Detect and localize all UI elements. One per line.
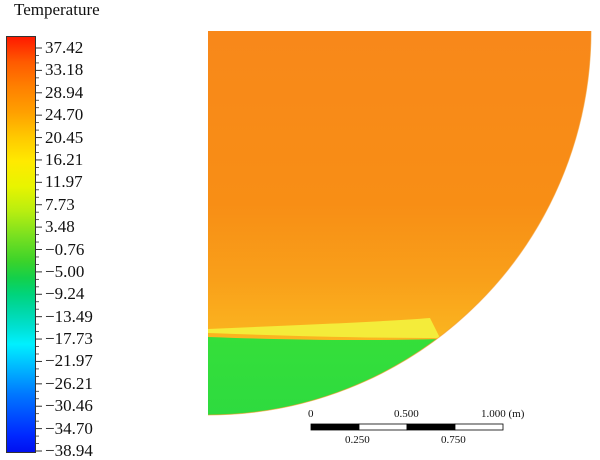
cool-region <box>208 337 591 415</box>
scale-label-0-500: 0.500 <box>394 408 419 420</box>
scale-label-1-000: 1.000 (m) <box>481 408 525 420</box>
legend-label: 33.18 <box>45 60 84 80</box>
legend-label: −0.76 <box>45 239 85 259</box>
legend-label: −34.70 <box>45 418 93 438</box>
legend-label: −21.97 <box>45 351 93 371</box>
interface-band <box>208 318 440 338</box>
legend-label: −38.94 <box>45 441 93 460</box>
scale-label-0: 0 <box>308 408 314 420</box>
legend-label: −9.24 <box>45 284 85 304</box>
legend-label: 37.42 <box>45 38 84 57</box>
legend-label: 24.70 <box>45 105 84 125</box>
legend-label: −5.00 <box>45 261 85 281</box>
legend-label: 28.94 <box>45 82 84 102</box>
legend-title: Temperature <box>14 0 100 19</box>
scale-label-0-250: 0.250 <box>345 434 370 446</box>
legend-label: −30.46 <box>45 396 93 416</box>
legend-label: 3.48 <box>45 217 75 237</box>
legend-label: 7.73 <box>45 194 75 214</box>
scale-label-0-750: 0.750 <box>441 434 466 446</box>
legend-label: 16.21 <box>45 149 84 169</box>
scale-bar <box>310 423 504 431</box>
legend-label: 20.45 <box>45 127 84 147</box>
legend-label: −17.73 <box>45 329 93 349</box>
legend-color-bar <box>6 36 36 453</box>
legend-label: −26.21 <box>45 373 93 393</box>
temperature-field <box>208 31 591 415</box>
legend-label: −13.49 <box>45 306 93 326</box>
legend-label: 11.97 <box>45 172 83 192</box>
